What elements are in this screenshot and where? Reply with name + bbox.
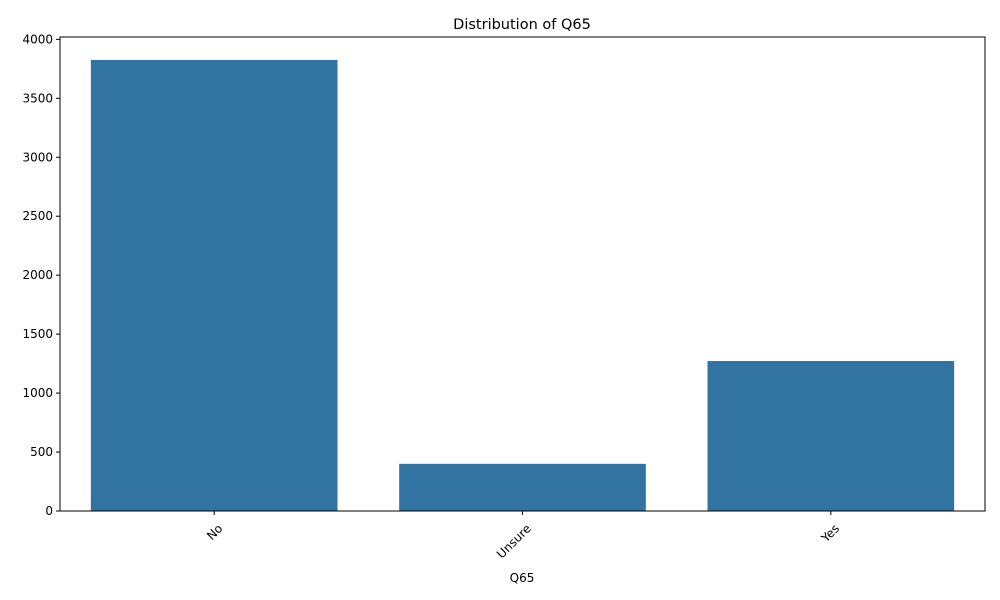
y-tick-label: 3500 bbox=[22, 91, 53, 105]
y-tick-label: 0 bbox=[45, 504, 53, 518]
bar-no bbox=[90, 59, 338, 512]
bars-layer bbox=[90, 59, 955, 512]
y-axis: 0 500 1000 1500 2000 2500 3000 3500 4000 bbox=[22, 32, 60, 518]
y-tick-label: 3000 bbox=[22, 150, 53, 164]
x-axis-label: Q65 bbox=[510, 571, 535, 585]
y-tick-label: 2500 bbox=[22, 209, 53, 223]
x-axis: No Unsure Yes bbox=[204, 511, 842, 561]
plot-frame bbox=[59, 36, 986, 512]
y-tick-label: 1500 bbox=[22, 327, 53, 341]
y-tick-label: 1000 bbox=[22, 386, 53, 400]
x-tick-label: No bbox=[204, 521, 225, 542]
bar-yes bbox=[707, 361, 955, 511]
y-tick-label: 4000 bbox=[22, 32, 53, 46]
y-tick-label: 2000 bbox=[22, 268, 53, 282]
x-tick-label: Unsure bbox=[494, 521, 534, 561]
chart-title: Distribution of Q65 bbox=[453, 17, 591, 33]
y-tick-label: 500 bbox=[30, 445, 53, 459]
x-tick-label: Yes bbox=[818, 521, 842, 545]
bar-unsure bbox=[399, 463, 646, 511]
